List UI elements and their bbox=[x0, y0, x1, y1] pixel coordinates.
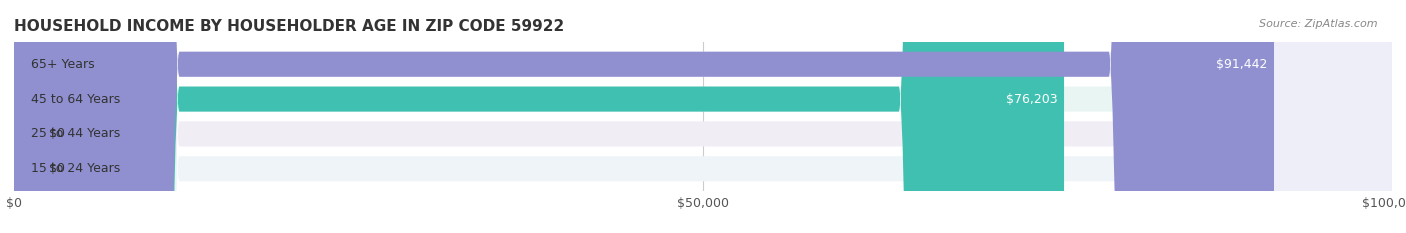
Text: HOUSEHOLD INCOME BY HOUSEHOLDER AGE IN ZIP CODE 59922: HOUSEHOLD INCOME BY HOUSEHOLDER AGE IN Z… bbox=[14, 19, 564, 34]
FancyBboxPatch shape bbox=[14, 0, 1392, 233]
Text: $0: $0 bbox=[48, 162, 65, 175]
Text: Source: ZipAtlas.com: Source: ZipAtlas.com bbox=[1260, 19, 1378, 29]
FancyBboxPatch shape bbox=[14, 0, 1392, 233]
Text: 15 to 24 Years: 15 to 24 Years bbox=[31, 162, 120, 175]
FancyBboxPatch shape bbox=[14, 0, 1274, 233]
Text: 25 to 44 Years: 25 to 44 Years bbox=[31, 127, 120, 140]
FancyBboxPatch shape bbox=[14, 0, 1392, 233]
Text: 65+ Years: 65+ Years bbox=[31, 58, 94, 71]
Text: $76,203: $76,203 bbox=[1005, 93, 1057, 106]
Text: 45 to 64 Years: 45 to 64 Years bbox=[31, 93, 120, 106]
FancyBboxPatch shape bbox=[14, 0, 42, 233]
FancyBboxPatch shape bbox=[14, 0, 1392, 233]
FancyBboxPatch shape bbox=[14, 0, 42, 233]
Text: $0: $0 bbox=[48, 127, 65, 140]
FancyBboxPatch shape bbox=[14, 0, 1064, 233]
Text: $91,442: $91,442 bbox=[1216, 58, 1267, 71]
